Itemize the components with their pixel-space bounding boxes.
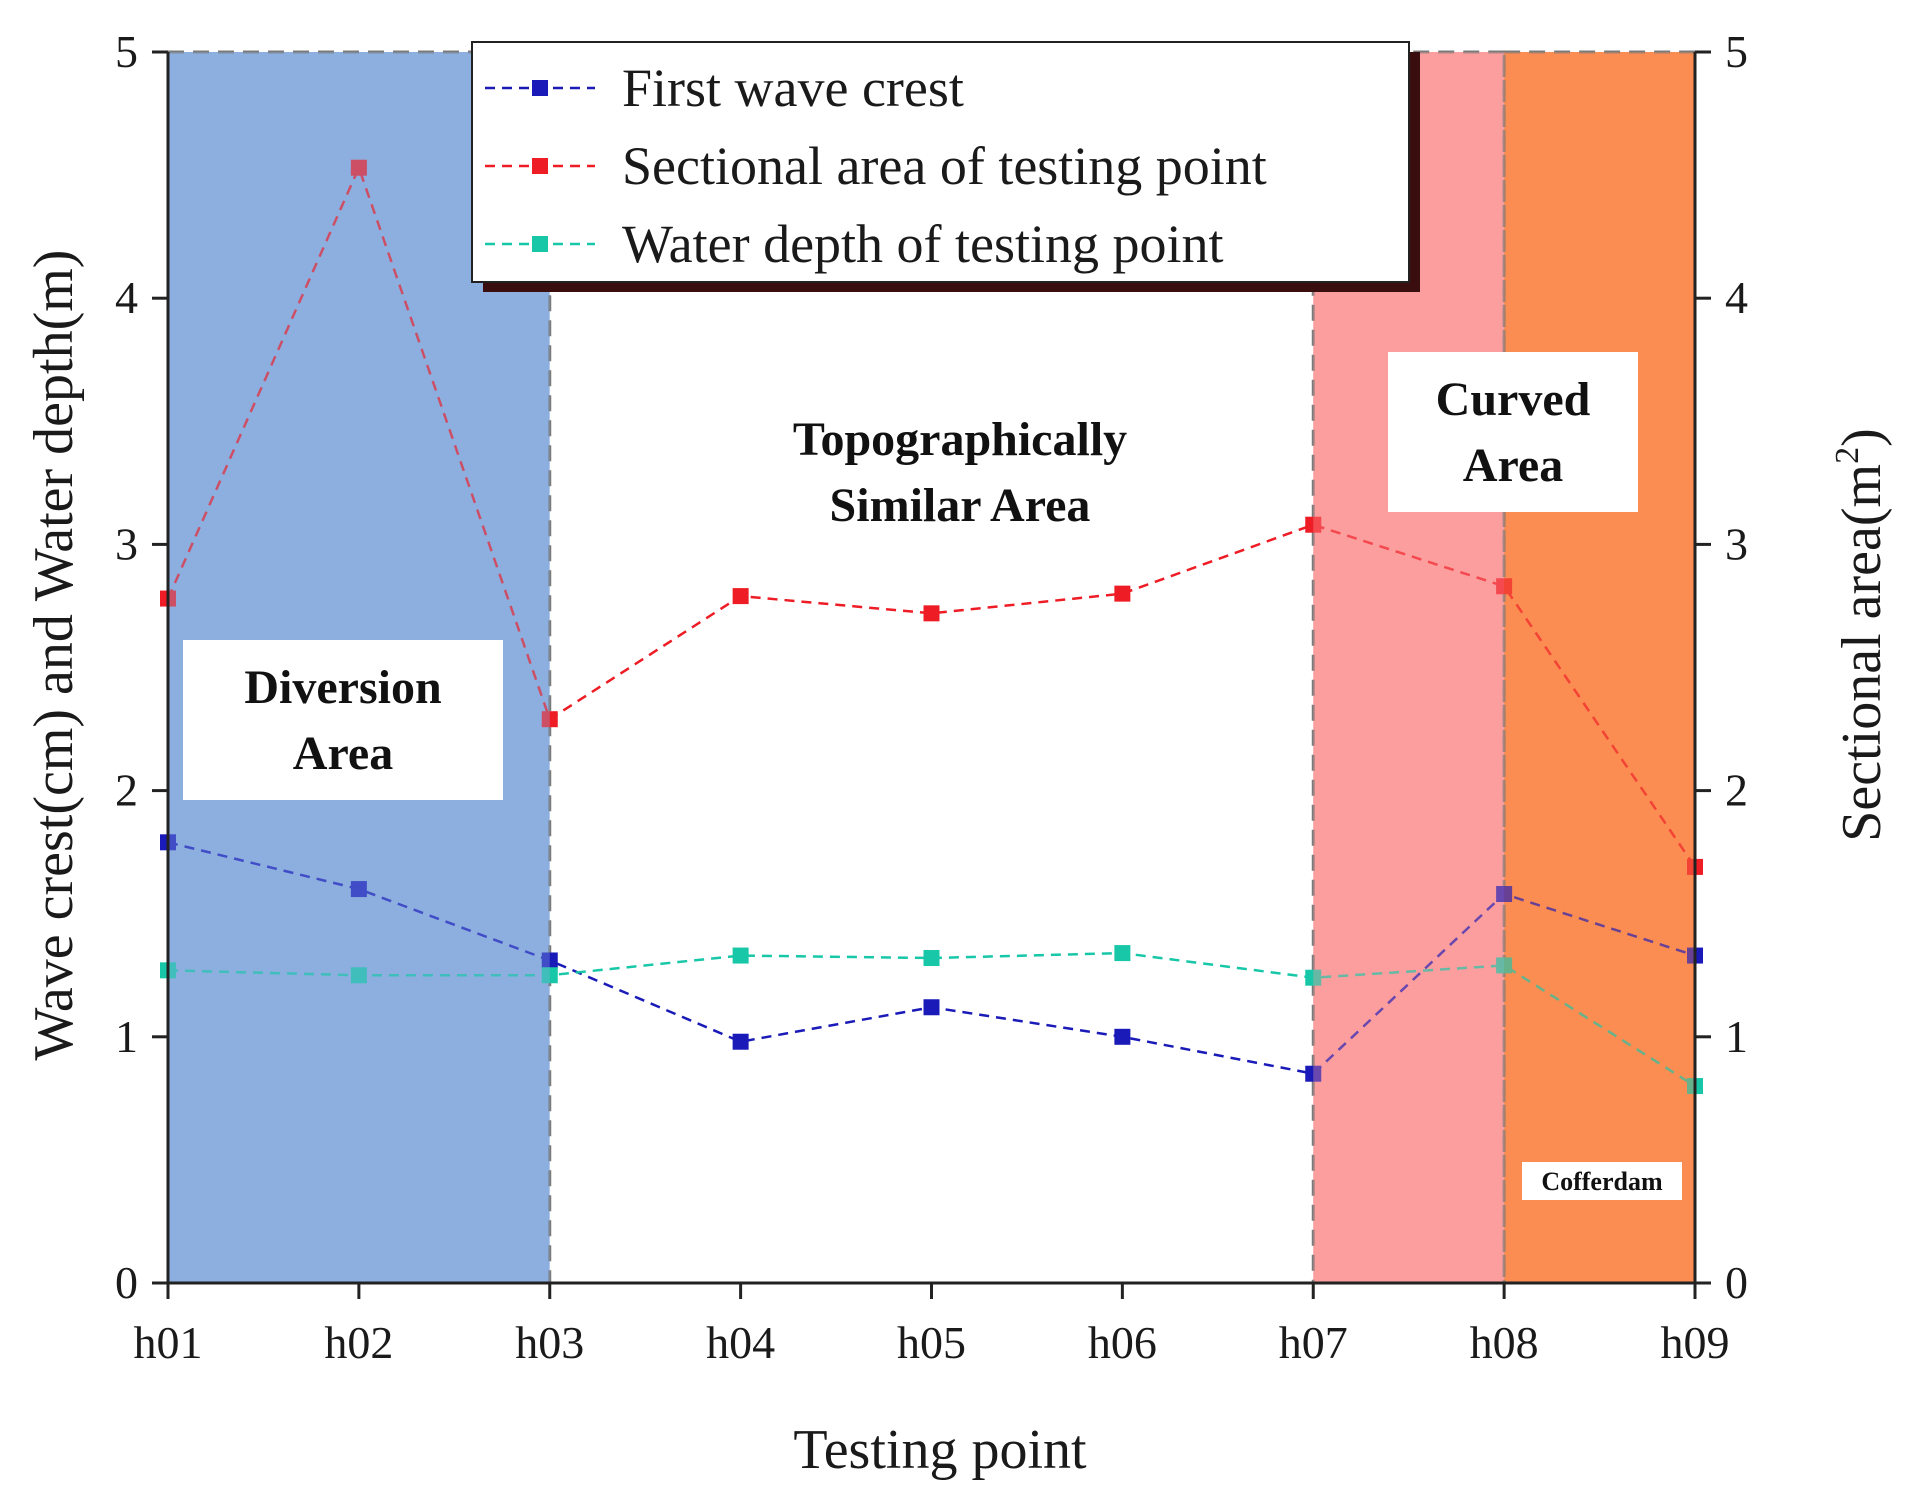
marker-water-depth-of-testing-point-h05 <box>923 950 940 967</box>
marker-sectional-area-of-testing-point-h08 <box>1496 578 1513 595</box>
region-label-curved-area-line-1: Area <box>1463 439 1563 492</box>
x-tick-label-h03: h03 <box>515 1317 584 1368</box>
marker-first-wave-crest-h06 <box>1114 1028 1131 1045</box>
marker-sectional-area-of-testing-point-h05 <box>923 605 940 622</box>
region-label-curved-area-line-0: Curved <box>1436 373 1591 426</box>
legend-marker-water-depth-of-testing-point <box>532 236 548 252</box>
marker-first-wave-crest-h08 <box>1496 886 1513 903</box>
region-labels: Diversion Area Topographically Similar Area… <box>183 352 1682 1200</box>
legend-label-sectional-area-of-testing-point: Sectional area of testing point <box>622 136 1267 196</box>
y-tick-label-right-3: 3 <box>1725 518 1748 569</box>
region-label-cofferdam-line-0: Cofferdam <box>1541 1167 1663 1196</box>
region-cofferdam <box>1504 52 1695 1283</box>
region-tint-cofferdam <box>1504 52 1695 1283</box>
marker-water-depth-of-testing-point-h07 <box>1305 969 1322 986</box>
y-tick-label-right-5: 5 <box>1725 26 1748 77</box>
axes <box>152 50 1711 1299</box>
x-tick-label-h06: h06 <box>1088 1317 1157 1368</box>
y-tick-label-right-2: 2 <box>1725 765 1748 816</box>
region-label-topographically-similar-area-line-0: Topographically <box>793 413 1127 466</box>
y-tick-label-right-1: 1 <box>1725 1011 1748 1062</box>
marker-first-wave-crest-h04 <box>732 1033 749 1050</box>
marker-first-wave-crest-h05 <box>923 999 940 1016</box>
y-tick-label-left-1: 1 <box>115 1011 138 1062</box>
y-tick-label-left-4: 4 <box>115 272 138 323</box>
marker-first-wave-crest-h07 <box>1305 1065 1322 1082</box>
legend: First wave crest Sectional area of testin… <box>471 41 1420 292</box>
marker-water-depth-of-testing-point-h03 <box>541 967 558 984</box>
legend-marker-sectional-area-of-testing-point <box>532 158 548 174</box>
x-tick-label-h01: h01 <box>134 1317 203 1368</box>
x-tick-label-h05: h05 <box>897 1317 966 1368</box>
marker-water-depth-of-testing-point-h04 <box>732 947 749 964</box>
legend-box <box>471 41 1410 283</box>
y-tick-label-right-4: 4 <box>1725 272 1748 323</box>
x-tick-label-h07: h07 <box>1279 1317 1348 1368</box>
legend-label-water-depth-of-testing-point: Water depth of testing point <box>622 214 1224 274</box>
marker-water-depth-of-testing-point-h06 <box>1114 945 1131 962</box>
region-label-topographically-similar-area-line-1: Similar Area <box>830 479 1091 532</box>
x-tick-label-h08: h08 <box>1470 1317 1539 1368</box>
marker-sectional-area-of-testing-point-h02 <box>350 159 367 176</box>
y-axis-title-left: Wave crest(cm) and Water depth(m) <box>23 250 85 1061</box>
region-label-diversion-area-line-0: Diversion <box>244 661 441 714</box>
region-label-box-diversion-area <box>183 640 503 800</box>
legend-label-first-wave-crest: First wave crest <box>622 58 964 118</box>
y-tick-label-left-3: 3 <box>115 518 138 569</box>
x-axis-title: Testing point <box>793 1419 1087 1481</box>
marker-sectional-area-of-testing-point-h06 <box>1114 585 1131 602</box>
marker-first-wave-crest-h02 <box>350 881 367 898</box>
y-tick-label-left-2: 2 <box>115 765 138 816</box>
series-line-sectional-area-of-testing-point <box>166 164 1697 868</box>
x-tick-label-h02: h02 <box>324 1317 393 1368</box>
marker-sectional-area-of-testing-point-h03 <box>541 711 558 728</box>
tick-labels: 0 1 2 3 4 5 0 1 2 3 4 5 h01 h02 h03 h04 h05 h06 h07 h08 h09 <box>115 26 1748 1368</box>
marker-sectional-area-of-testing-point-h07 <box>1305 516 1322 533</box>
region-label-diversion-area-line-1: Area <box>293 727 393 780</box>
marker-water-depth-of-testing-point-h02 <box>350 967 367 984</box>
y-tick-label-left-5: 5 <box>115 26 138 77</box>
marker-water-depth-of-testing-point-h08 <box>1496 957 1513 974</box>
legend-marker-first-wave-crest <box>532 80 548 96</box>
series-line-water-depth-of-testing-point <box>167 951 1696 1088</box>
y-axis-title-right: Sectional area(m2) <box>1829 428 1893 841</box>
marker-first-wave-crest-h03 <box>541 952 558 969</box>
x-tick-label-h04: h04 <box>706 1317 775 1368</box>
region-label-box-cofferdam <box>1522 1162 1682 1200</box>
y-tick-label-right-0: 0 <box>1725 1257 1748 1308</box>
x-tick-label-h09: h09 <box>1661 1317 1730 1368</box>
marker-sectional-area-of-testing-point-h04 <box>732 588 749 605</box>
y-tick-label-left-0: 0 <box>115 1257 138 1308</box>
region-label-box-curved-area <box>1388 352 1638 512</box>
